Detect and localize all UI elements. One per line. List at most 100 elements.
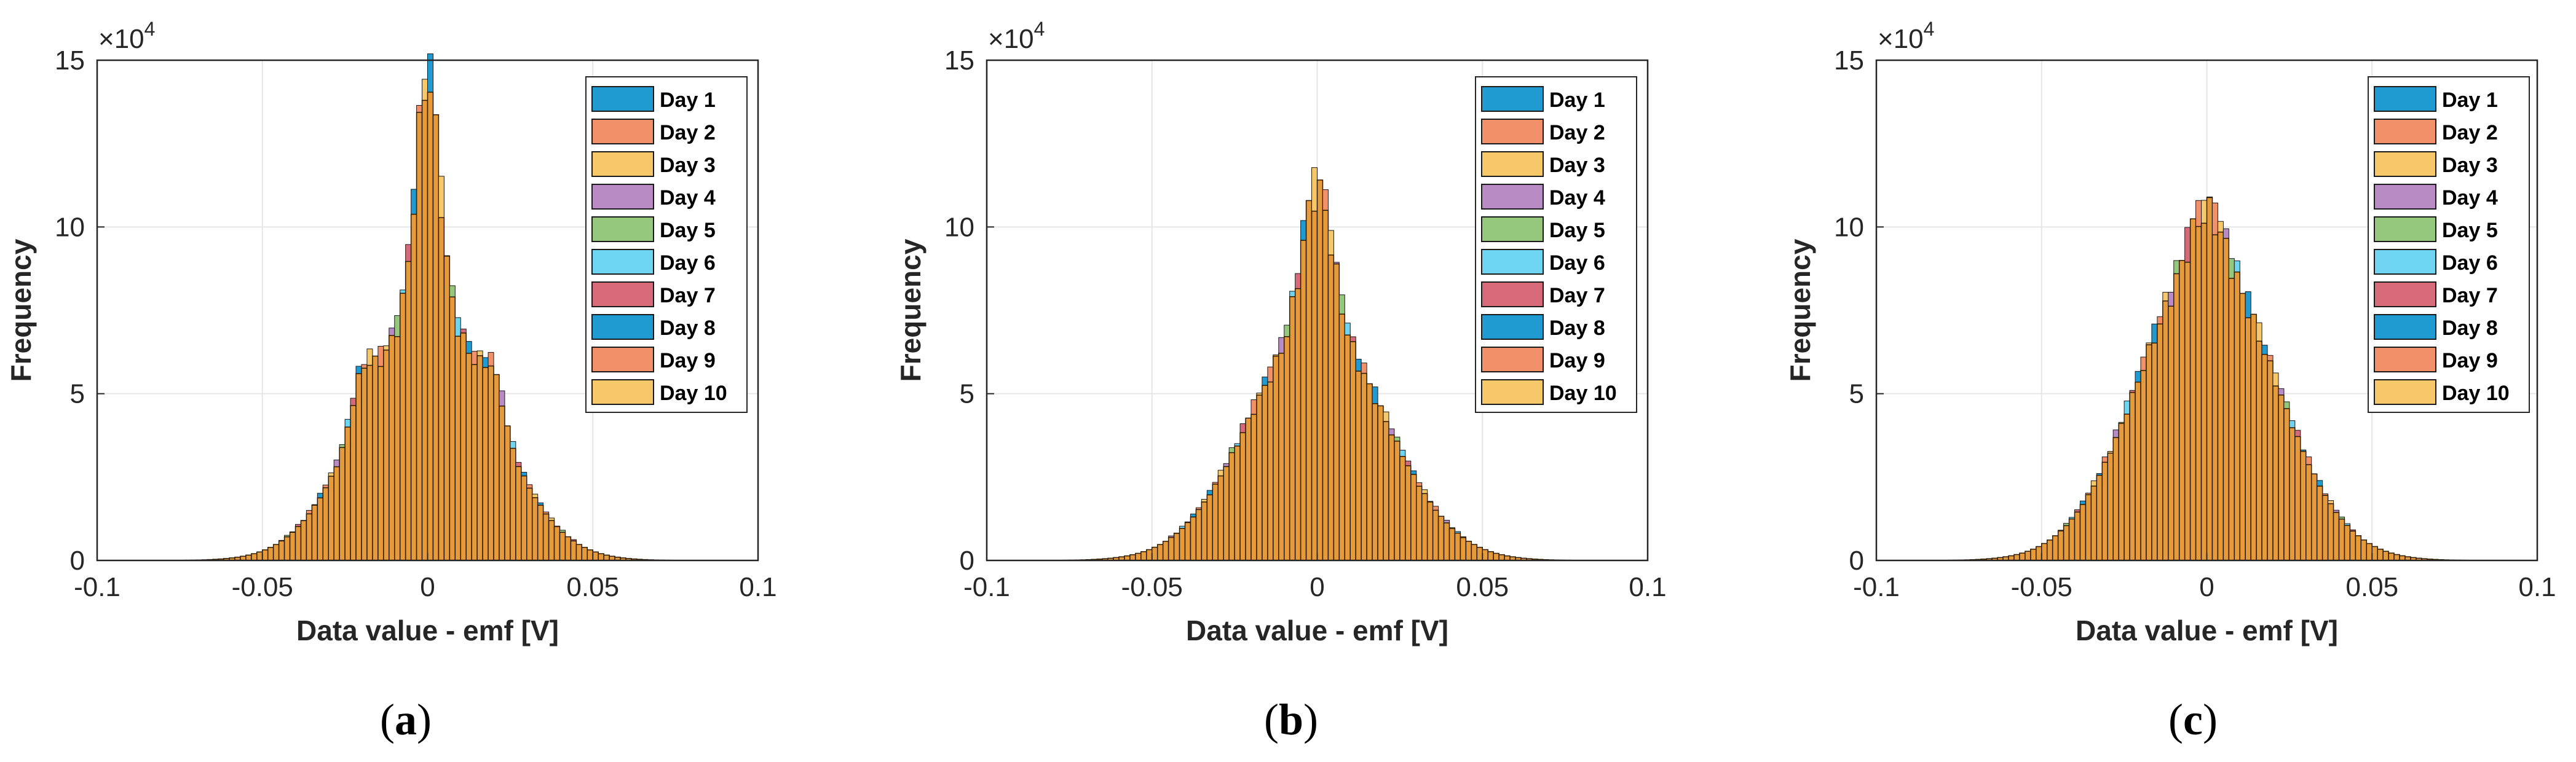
- histogram-bar: [1262, 385, 1268, 561]
- histogram-bar: [1234, 446, 1241, 561]
- histogram-bar: [1300, 240, 1307, 561]
- y-exponent-power: 4: [144, 18, 156, 40]
- legend-swatch-day-2: [2374, 119, 2436, 144]
- histogram-bar: [278, 540, 285, 561]
- panel-caption-open: (: [380, 695, 395, 744]
- histogram-bar: [1206, 494, 1214, 561]
- legend-label-day-7: Day 7: [1549, 284, 1605, 307]
- histogram-bar: [306, 513, 313, 561]
- x-tick-label: -0.05: [232, 572, 293, 602]
- histogram-bar: [553, 526, 561, 561]
- histogram-bar: [2036, 546, 2042, 561]
- histogram-bar: [2101, 462, 2109, 561]
- histogram-bar: [2168, 305, 2175, 561]
- legend-label-day-2: Day 2: [660, 121, 716, 144]
- x-tick-label: 0: [2199, 572, 2214, 602]
- histogram-bar: [1426, 501, 1434, 561]
- histogram-bar: [1212, 484, 1219, 561]
- histogram-bar: [1250, 414, 1257, 561]
- legend-label-day-5: Day 5: [2442, 219, 2498, 242]
- histogram-bar: [2316, 485, 2323, 561]
- histogram-bar: [575, 544, 583, 561]
- histogram-bar: [1443, 522, 1450, 561]
- legend-swatch-day-8: [1481, 314, 1544, 340]
- histogram-bar: [350, 405, 357, 561]
- panel-caption-open: (: [1264, 695, 1279, 744]
- legend-swatch-day-5: [591, 216, 654, 242]
- legend-label-day-1: Day 1: [2442, 88, 2498, 112]
- histogram-bar: [2063, 525, 2070, 561]
- histogram-bar: [2090, 485, 2098, 561]
- legend-swatch-day-7: [1481, 281, 1544, 307]
- histogram-bar: [559, 532, 566, 561]
- histogram-bar: [1245, 417, 1252, 561]
- histogram-bar: [294, 526, 302, 561]
- histogram-bar: [2157, 323, 2163, 561]
- histogram-bar: [2388, 552, 2395, 561]
- histogram-bar: [389, 335, 395, 561]
- histogram-bar: [1487, 551, 1494, 561]
- histogram-bar: [443, 256, 451, 561]
- y-exponent-label: ×104: [98, 18, 155, 54]
- y-exponent-base: ×10: [1878, 24, 1924, 54]
- histogram-bar: [1223, 466, 1230, 561]
- panel-caption: (a): [380, 695, 432, 744]
- histogram-bar: [1267, 381, 1274, 561]
- histogram-bar: [1410, 474, 1417, 561]
- legend-label-day-1: Day 1: [1549, 88, 1605, 112]
- histogram-bar: [1156, 544, 1164, 561]
- y-tick-label: 10: [55, 212, 85, 242]
- legend-label-day-10: Day 10: [660, 382, 727, 405]
- histogram-bar: [2135, 382, 2141, 561]
- histogram-bar: [1201, 501, 1208, 561]
- histogram-bar: [421, 100, 429, 561]
- histogram-bar: [2096, 474, 2103, 561]
- legend-swatch-day-10: [2374, 379, 2436, 405]
- legend-label-day-1: Day 1: [660, 88, 716, 112]
- histogram-bar: [1355, 371, 1362, 561]
- y-tick-label: 0: [70, 546, 85, 576]
- x-tick-label: 0.1: [2518, 572, 2556, 602]
- histogram-bar: [344, 426, 351, 561]
- legend-label-day-4: Day 4: [660, 186, 716, 210]
- y-tick-label: 0: [1849, 546, 1864, 576]
- histogram-bar: [1228, 452, 1235, 561]
- histogram-bar: [405, 261, 412, 561]
- histogram-bar: [2371, 546, 2378, 561]
- legend-label-day-6: Day 6: [2442, 251, 2498, 275]
- histogram-bar: [2173, 273, 2180, 561]
- histogram-bar: [482, 367, 489, 561]
- legend-swatch-day-2: [1481, 119, 1544, 144]
- histogram-bar: [2025, 551, 2031, 561]
- x-tick-label: -0.1: [74, 572, 121, 602]
- panel-caption-close: ): [2203, 695, 2218, 744]
- histogram-bar: [1190, 516, 1197, 561]
- histogram-bar: [432, 114, 440, 561]
- chart-panel-b: -0.1 -0.05 0 0.05 0.1 0 5 10 15 ×104 Data value - …: [895, 18, 1667, 744]
- histogram-bar: [1498, 554, 1505, 561]
- x-axis-label: Data value - emf [V]: [1186, 615, 1448, 646]
- histogram-bar: [251, 553, 258, 561]
- legend-label-day-9: Day 9: [2442, 349, 2498, 372]
- histogram-bar: [1289, 296, 1296, 561]
- legend-swatch-day-8: [2374, 314, 2436, 340]
- panel-caption-letter: b: [1279, 695, 1303, 744]
- legend-label-day-3: Day 3: [2442, 154, 2498, 177]
- histogram-bar: [2184, 261, 2191, 561]
- histogram-bar: [542, 513, 550, 561]
- histogram-bar: [1167, 536, 1175, 561]
- histogram-bar: [2019, 552, 2026, 561]
- legend-label-day-5: Day 5: [1549, 219, 1605, 242]
- histogram-bar: [603, 554, 610, 561]
- y-exponent-power: 4: [1034, 18, 1045, 40]
- legend-label-day-7: Day 7: [660, 284, 716, 307]
- legend-swatch-day-7: [591, 281, 654, 307]
- histogram-bar: [1482, 549, 1488, 561]
- y-axis-label: Frequency: [1784, 238, 1816, 382]
- x-tick-label: -0.1: [1853, 572, 1900, 602]
- legend-swatch-day-9: [591, 347, 654, 372]
- histogram-bar: [328, 476, 334, 561]
- histogram-bar: [2046, 539, 2053, 561]
- histogram-bar: [300, 520, 307, 561]
- x-axis-label: Data value - emf [V]: [2076, 615, 2338, 646]
